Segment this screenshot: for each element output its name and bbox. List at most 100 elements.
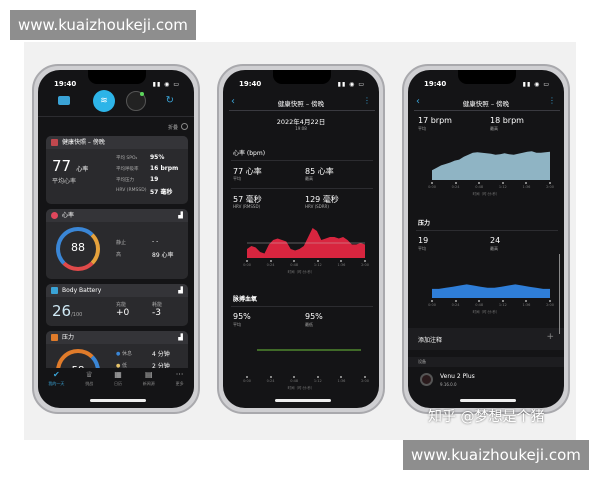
zhihu-watermark: 知乎 @梦想是个猪 xyxy=(428,409,545,425)
status-time: 19:40 xyxy=(54,80,77,88)
battery-icon xyxy=(51,287,58,294)
nav-more[interactable]: ··· 更多 xyxy=(175,370,184,386)
nav-newsfeed[interactable]: ▤ 新闻源 xyxy=(142,370,155,386)
more-icon[interactable]: ⋮ xyxy=(363,96,371,105)
low-label: 低 xyxy=(121,363,127,369)
x-tick-label: 0:00 xyxy=(428,303,436,307)
nav-my-day[interactable]: ✔ 我的一天 xyxy=(48,370,65,386)
stat-label: 最低 xyxy=(305,322,313,327)
watch-icon xyxy=(420,373,433,386)
respiration-area xyxy=(432,151,550,180)
x-tick-label: 0:24 xyxy=(266,263,275,267)
x-tick-label: 0:00 xyxy=(243,263,251,267)
stat-label: 最高 xyxy=(305,176,313,181)
add-note-label: 添加注释 xyxy=(418,337,443,344)
high-label: 高 xyxy=(116,252,122,258)
stat-value: 77 心率 xyxy=(233,167,262,176)
stat-value: 17 brpm xyxy=(418,116,452,125)
row-value: 95% xyxy=(150,154,165,161)
stat-value: 95% xyxy=(233,312,251,321)
spo2-section-title: 脉搏血氧 xyxy=(233,296,258,303)
stress-icon xyxy=(51,334,58,341)
watch-icon[interactable] xyxy=(126,91,146,111)
row-label: 平均 SPO₂ xyxy=(116,156,138,161)
x-axis-label: 时间（时:分:秒） xyxy=(472,310,500,314)
stat-label: 平均 xyxy=(233,322,241,327)
stat-label: 最高 xyxy=(490,126,498,131)
stat-value: 19 xyxy=(418,236,429,245)
status-icons: ▮▮ ◉ ▭ xyxy=(522,81,550,88)
fold-link[interactable]: 折叠 xyxy=(167,125,178,131)
status-icons: ▮▮ ◉ ▭ xyxy=(337,81,365,88)
stat-value: 129 毫秒 xyxy=(305,195,339,204)
rest-label: 静止 xyxy=(116,240,127,246)
sync-icon[interactable]: ↻ xyxy=(165,95,174,106)
settings-icon[interactable] xyxy=(181,123,188,130)
x-tick-label: 0:24 xyxy=(451,185,460,189)
chart-icon[interactable]: ▟ xyxy=(178,334,183,341)
stat-label: 平均 xyxy=(418,126,426,131)
row-value: 19 xyxy=(150,176,159,183)
x-tick-label: 1:12 xyxy=(313,379,322,383)
inbox-icon[interactable] xyxy=(58,96,70,105)
x-tick-label: 1:36 xyxy=(337,263,346,267)
row-label: HRV (RMSSD) xyxy=(116,188,147,193)
x-tick-label: 0:00 xyxy=(428,185,436,189)
card-title: Body Battery xyxy=(62,287,102,294)
heart-icon xyxy=(51,212,58,219)
x-axis-label: 时间（时:分:秒） xyxy=(472,192,500,196)
watermark-top: www.kuaizhoukeji.com xyxy=(10,10,196,40)
row-value: 57 毫秒 xyxy=(150,189,173,196)
x-tick-label: 0:00 xyxy=(243,379,251,383)
status-icons: ▮▮ ◉ ▭ xyxy=(152,81,180,88)
rest-value: 4 分钟 xyxy=(152,351,170,358)
x-tick-label: 2:00 xyxy=(361,263,369,267)
device-row[interactable]: Venu 2 Plus 9.16.0.0 xyxy=(408,370,564,392)
stat-label: HRV (RMSSD) xyxy=(233,204,261,209)
chart-icon[interactable]: ▟ xyxy=(178,212,183,219)
device-version: 9.16.0.0 xyxy=(440,382,457,387)
nav-label: 新闻源 xyxy=(142,381,155,386)
device-name: Venu 2 Plus xyxy=(440,373,475,380)
stat-label: HRV (SDRR) xyxy=(305,204,329,209)
activity-icon[interactable]: ≋ xyxy=(93,90,115,112)
home-indicator xyxy=(90,399,146,402)
stress-gauge xyxy=(56,349,100,377)
card-title: 健康快照 – 傍晚 xyxy=(62,139,105,146)
row-value: 16 brpm xyxy=(150,165,179,172)
x-tick-label: 2:00 xyxy=(546,303,554,307)
nav-label: 日历 xyxy=(113,381,122,386)
x-tick-label: 1:12 xyxy=(313,263,322,267)
snapshot-detail-screen-scrolled: 19:40 ▮▮ ◉ ▭ ‹ 健康快照 – 傍晚 ⋮ 17 brpm 平均 18 b… xyxy=(408,70,564,408)
screen-title: 健康快照 – 傍晚 xyxy=(277,100,325,108)
battery-max: /100 xyxy=(71,312,83,318)
snapshot-row: HRV (RMSSD) 57 毫秒 xyxy=(116,187,188,197)
nav-calendar[interactable]: ▦ 日历 xyxy=(113,370,122,386)
add-note-row[interactable]: 添加注释 + xyxy=(408,328,564,350)
more-icon[interactable]: ⋮ xyxy=(548,96,556,105)
body-battery-card[interactable]: Body Battery ▟ 26/100 充能 +0 耗能 -3 xyxy=(46,284,188,326)
heart-rate-chart xyxy=(247,228,365,258)
x-tick-label: 0:48 xyxy=(475,185,484,189)
nav-challenges[interactable]: ♕ 挑战 xyxy=(85,370,94,386)
charged-value: +0 xyxy=(116,308,130,318)
snapshot-card[interactable]: 健康快照 – 傍晚 77 心率 平均心率 平均 SPO₂ 95% 平均呼吸率 16 b… xyxy=(46,136,188,204)
watermark-bottom: www.kuaizhoukeji.com xyxy=(403,440,589,470)
chart-icon[interactable]: ▟ xyxy=(178,287,183,294)
nav-label: 挑战 xyxy=(85,381,94,386)
phone-3: 19:40 ▮▮ ◉ ▭ ‹ 健康快照 – 傍晚 ⋮ 17 brpm 平均 18 b… xyxy=(402,64,570,414)
avg-hr-value: 77 xyxy=(52,157,72,175)
snapshot-date: 2022年4月22日 xyxy=(276,118,326,126)
snapshot-row: 平均 SPO₂ 95% xyxy=(116,154,188,164)
rest-value: - - xyxy=(152,238,159,245)
bottom-nav: ✔ 我的一天 ♕ 挑战 ▦ 日历 ▤ 新闻源 ··· 更多 xyxy=(38,368,194,394)
battery-value: 26 xyxy=(52,302,72,320)
heart-rate-card[interactable]: 心率 ▟ 88 静止 - - 高 89 心率 xyxy=(46,209,188,279)
nav-label: 我的一天 xyxy=(48,381,65,386)
scrollbar[interactable] xyxy=(558,254,560,334)
x-tick-label: 0:48 xyxy=(290,379,299,383)
back-icon[interactable]: ‹ xyxy=(231,96,235,107)
plus-icon[interactable]: + xyxy=(546,332,554,342)
back-icon[interactable]: ‹ xyxy=(416,96,420,107)
charged-label: 充能 xyxy=(116,302,127,308)
